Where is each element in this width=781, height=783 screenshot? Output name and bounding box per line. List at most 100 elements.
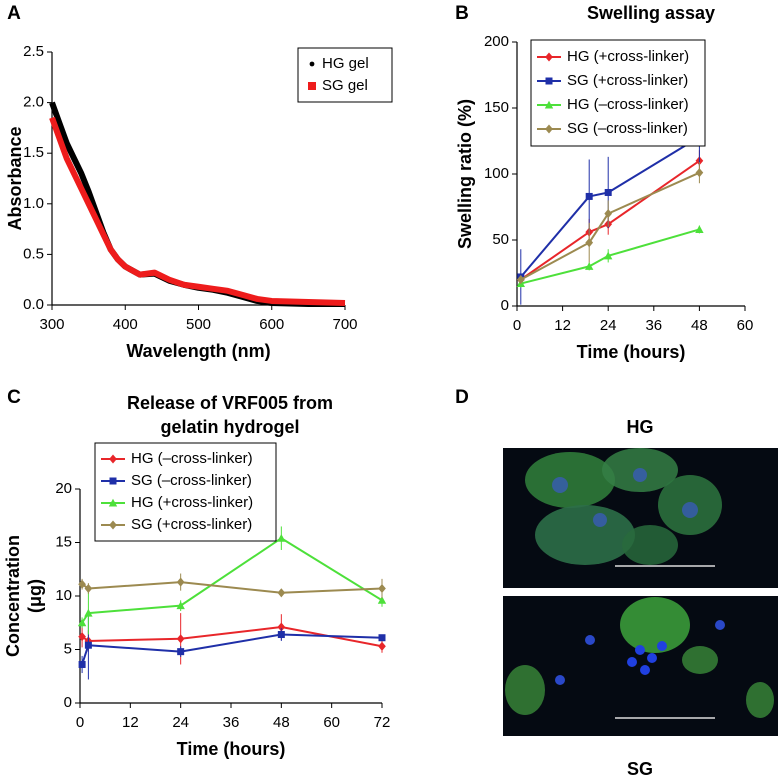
chart-title: Swelling assay xyxy=(587,3,715,23)
legend-marker xyxy=(308,82,316,90)
legend-marker xyxy=(545,124,553,134)
legend-label: HG (–cross-linker) xyxy=(131,450,253,467)
x-tick-label: 12 xyxy=(122,714,139,731)
marker xyxy=(695,225,704,233)
marker xyxy=(176,634,185,644)
legend-label: SG (+cross-linker) xyxy=(567,72,688,89)
x-tick-label: 600 xyxy=(259,316,284,333)
y-tick-label: 0.5 xyxy=(23,245,44,262)
series-line xyxy=(81,537,383,624)
series-line xyxy=(520,228,700,285)
x-tick-label: 24 xyxy=(172,714,189,731)
x-tick-label: 24 xyxy=(600,317,617,334)
y-tick-label: 10 xyxy=(55,587,72,604)
legend-marker xyxy=(109,477,117,485)
marker xyxy=(77,618,87,627)
marker xyxy=(78,660,86,668)
legend-label: SG (–cross-linker) xyxy=(131,472,252,489)
y-tick-label: 2.0 xyxy=(23,94,44,111)
x-tick-label: 12 xyxy=(554,317,571,334)
marker xyxy=(695,168,704,178)
marker xyxy=(585,192,593,200)
marker xyxy=(604,209,613,219)
x-axis-label: Wavelength (nm) xyxy=(126,341,270,361)
chart-title: gelatin hydrogel xyxy=(160,417,299,437)
marker xyxy=(378,583,386,594)
y-tick-label: 1.0 xyxy=(23,195,44,212)
y-tick-label: 5 xyxy=(64,640,72,657)
y-tick-label: 0 xyxy=(501,297,509,314)
panel-letter: A xyxy=(7,3,21,24)
x-tick-label: 36 xyxy=(223,714,240,731)
x-tick-label: 300 xyxy=(39,316,64,333)
legend-marker xyxy=(545,77,553,85)
series-line xyxy=(81,581,383,594)
marker xyxy=(604,251,613,260)
image-label: HG xyxy=(627,417,654,437)
marker xyxy=(277,534,286,542)
y-tick-label: 15 xyxy=(55,533,72,550)
marker xyxy=(377,596,387,604)
legend-label: HG gel xyxy=(322,55,369,72)
marker xyxy=(78,632,86,642)
legend-label: HG (+cross-linker) xyxy=(567,48,689,65)
y-tick-label: 0.0 xyxy=(23,296,44,313)
marker xyxy=(84,641,92,649)
marker xyxy=(277,631,285,639)
series-line xyxy=(49,116,346,306)
x-axis-label: Time (hours) xyxy=(177,739,286,759)
series-line xyxy=(520,159,700,281)
y-axis-label: Swelling ratio (%) xyxy=(455,99,475,249)
legend-label: HG (–cross-linker) xyxy=(567,96,689,113)
panel-letter: B xyxy=(455,3,469,24)
x-tick-label: 36 xyxy=(645,317,662,334)
series-line xyxy=(49,101,345,307)
image-label: SG xyxy=(627,759,653,779)
x-tick-label: 48 xyxy=(691,317,708,334)
y-tick-label: 1.5 xyxy=(23,144,44,161)
marker xyxy=(84,583,93,594)
y-tick-label: 2.5 xyxy=(23,43,44,60)
legend-marker xyxy=(544,100,554,109)
y-axis-label: (μg) xyxy=(25,579,45,613)
legend-marker xyxy=(309,61,315,67)
legend-marker xyxy=(545,52,553,62)
x-tick-label: 60 xyxy=(323,714,340,731)
y-tick-label: 20 xyxy=(55,480,72,497)
x-tick-label: 0 xyxy=(513,317,521,334)
x-tick-label: 48 xyxy=(273,714,290,731)
panel-letter: D xyxy=(455,387,469,408)
y-axis-label: Concentration xyxy=(3,535,23,657)
series-line xyxy=(520,171,700,281)
y-axis-label: Absorbance xyxy=(5,126,25,230)
y-tick-label: 200 xyxy=(484,33,509,50)
marker xyxy=(604,188,612,196)
y-tick-label: 50 xyxy=(492,231,509,248)
marker xyxy=(378,641,386,651)
marker xyxy=(277,588,286,598)
x-tick-label: 60 xyxy=(737,317,754,334)
marker xyxy=(177,648,185,656)
legend-marker xyxy=(109,454,117,464)
marker xyxy=(378,634,386,642)
x-tick-label: 500 xyxy=(186,316,211,333)
legend-marker xyxy=(108,498,118,507)
series-line xyxy=(81,633,383,665)
marker xyxy=(585,238,594,248)
marker xyxy=(176,577,185,587)
legend-label: SG (+cross-linker) xyxy=(131,516,252,533)
legend-label: HG (+cross-linker) xyxy=(131,494,253,511)
y-tick-label: 150 xyxy=(484,99,509,116)
marker xyxy=(176,601,185,610)
legend-label: SG (–cross-linker) xyxy=(567,120,688,137)
x-axis-label: Time (hours) xyxy=(577,342,686,362)
x-tick-label: 700 xyxy=(332,316,357,333)
micrograph xyxy=(503,448,778,588)
legend-box xyxy=(94,442,277,542)
chart-title: Release of VRF005 from xyxy=(127,393,333,413)
x-tick-label: 400 xyxy=(113,316,138,333)
panel-letter: C xyxy=(7,387,21,408)
series-line xyxy=(520,136,700,278)
marker xyxy=(277,622,286,632)
